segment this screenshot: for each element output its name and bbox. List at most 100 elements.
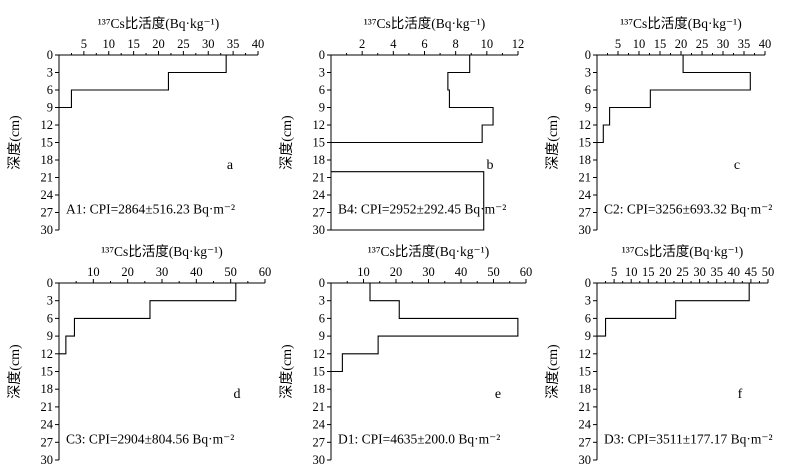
x-tick-label: 15 [127,37,140,51]
y-tick-label: 30 [41,453,54,467]
x-tick-label: 15 [642,265,655,279]
x-axis-title: ¹³⁷Cs比活度(Bq·kg⁻¹) [622,244,743,259]
x-tick-label: 20 [121,265,134,279]
y-tick-label: 27 [41,206,54,220]
activity-step-line [59,54,227,109]
x-tick-label: 5 [615,37,621,51]
x-tick-label: 30 [202,37,215,51]
y-tick-label: 21 [313,171,326,185]
chart-panel-c: 5 10 15 20 25 30 35 40 0 3 6 9 12 15 18 21 24 27 30 ¹³⁷Cs比活… [545,16,772,237]
x-tick-label: 60 [520,265,533,279]
y-tick-label: 21 [313,400,326,414]
x-tick-label: 10 [357,265,370,279]
chart-panel-a: 5 10 15 20 25 30 35 40 0 3 6 9 12 15 18 21 24 27 30 ¹³⁷Cs比活… [7,16,264,237]
y-axis-title: 深度(cm) [545,344,561,399]
y-tick-label: 6 [319,83,325,97]
x-tick-label: 6 [421,37,427,51]
x-axis-title: ¹³⁷Cs比活度(Bq·kg⁻¹) [364,16,485,31]
y-tick-label: 12 [41,118,54,132]
panel-label: c [734,158,740,173]
x-tick-label: 20 [152,37,165,51]
y-axis-title: 深度(cm) [279,115,295,170]
x-tick-label: 30 [717,37,730,51]
y-tick-label: 24 [313,418,326,432]
panel-label: f [738,387,743,402]
y-tick-label: 3 [47,66,53,80]
cpi-annotation: B4: CPI=2952±292.45 Bq·m⁻² [338,202,506,217]
x-axis-title: ¹³⁷Cs比活度(Bq·kg⁻¹) [98,16,219,31]
x-tick-label: 35 [710,265,723,279]
y-tick-label: 0 [585,276,591,290]
x-tick-label: 12 [512,37,525,51]
y-tick-label: 6 [319,311,325,325]
x-tick-label: 10 [625,265,638,279]
x-tick-label: 40 [728,265,741,279]
y-tick-label: 0 [47,48,53,62]
x-tick-label: 4 [390,37,397,51]
y-axis-title: 深度(cm) [545,115,561,170]
x-tick-label: 30 [693,265,706,279]
x-axis-title: ¹³⁷Cs比活度(Bq·kg⁻¹) [101,244,222,259]
x-tick-label: 30 [156,265,169,279]
y-tick-label: 12 [41,347,54,361]
activity-step-line [597,282,750,337]
y-axis-title: 深度(cm) [279,344,295,399]
y-tick-label: 3 [585,294,591,308]
y-tick-label: 18 [579,382,592,396]
x-tick-label: 25 [177,37,190,51]
x-tick-label: 35 [738,37,751,51]
y-tick-label: 27 [41,435,54,449]
y-tick-label: 27 [313,206,326,220]
x-axis-title: ¹³⁷Cs比活度(Bq·kg⁻¹) [620,16,741,31]
cpi-annotation: D1: CPI=4635±200.0 Bq·m⁻² [338,431,500,446]
y-tick-label: 0 [585,48,591,62]
y-tick-label: 9 [585,101,591,115]
x-tick-label: 5 [81,37,87,51]
y-tick-label: 3 [47,294,53,308]
y-tick-label: 21 [41,171,54,185]
x-tick-label: 40 [759,37,772,51]
y-tick-label: 24 [41,188,54,202]
x-tick-label: 10 [103,37,116,51]
y-tick-label: 27 [313,435,326,449]
chart-panel-f: 5 10 15 20 25 30 35 40 45 50 0 3 6 9 12 15 18 21 24 27 30 ¹³⁷… [545,244,774,467]
x-tick-label: 50 [224,265,237,279]
x-tick-label: 50 [762,265,775,279]
y-tick-label: 0 [319,276,325,290]
y-tick-label: 15 [41,136,54,150]
y-tick-label: 6 [47,311,53,325]
y-tick-label: 9 [585,329,591,343]
y-tick-label: 9 [47,329,53,343]
y-axis-title: 深度(cm) [7,344,23,399]
y-tick-label: 24 [579,418,592,432]
panel-label: d [234,387,241,402]
panel-label: e [495,387,501,402]
x-tick-label: 35 [227,37,240,51]
y-tick-label: 30 [41,223,54,237]
x-tick-label: 8 [453,37,459,51]
y-tick-label: 0 [47,276,53,290]
y-tick-label: 15 [313,365,326,379]
x-tick-label: 10 [481,37,494,51]
x-tick-label: 50 [487,265,500,279]
y-tick-label: 24 [41,418,54,432]
y-tick-label: 6 [47,83,53,97]
x-axis-title: ¹³⁷Cs比活度(Bq·kg⁻¹) [368,244,489,259]
y-tick-label: 12 [579,347,592,361]
cpi-annotation: D3: CPI=3511±177.17 Bq·m⁻² [604,431,773,446]
y-tick-label: 6 [585,311,591,325]
y-tick-label: 21 [579,171,592,185]
y-tick-label: 27 [579,435,592,449]
y-tick-label: 18 [41,153,54,167]
x-tick-label: 10 [87,265,100,279]
y-tick-label: 12 [313,118,326,132]
y-tick-label: 24 [313,188,326,202]
y-tick-label: 30 [313,223,326,237]
x-tick-label: 25 [696,37,709,51]
y-tick-label: 21 [41,400,54,414]
y-tick-label: 9 [319,101,325,115]
y-tick-label: 12 [313,347,326,361]
y-tick-label: 15 [579,365,592,379]
y-tick-label: 30 [579,453,592,467]
